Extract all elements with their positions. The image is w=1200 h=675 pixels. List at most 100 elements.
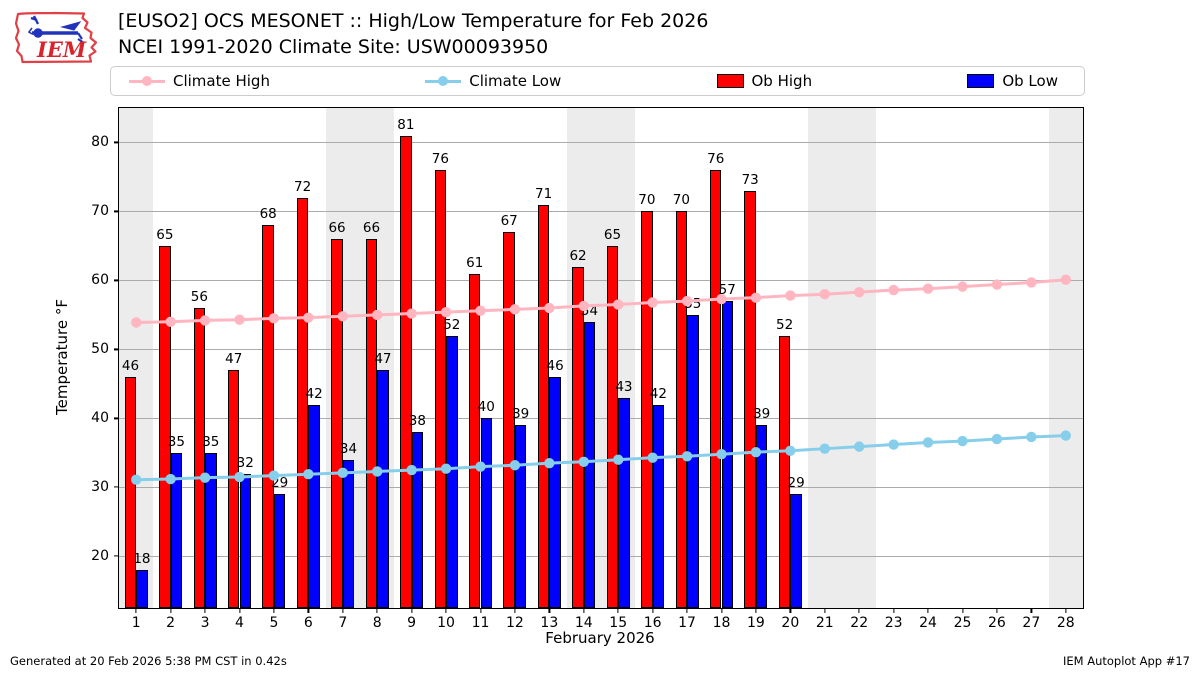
climate-low-marker — [475, 461, 486, 472]
ob-high-bar — [434, 170, 447, 608]
x-tick-label: 3 — [200, 615, 210, 631]
climate-high-marker — [681, 295, 693, 307]
gridline — [119, 556, 1083, 558]
ob-high-bar — [503, 232, 515, 608]
ob-low-bar-value-label: 38 — [408, 413, 426, 430]
ob-low-bar-value-label: 43 — [615, 378, 633, 395]
x-tick-mark — [617, 608, 619, 613]
ob-high-bar-value-label: 70 — [638, 192, 656, 209]
x-tick-mark — [1065, 608, 1067, 613]
ob-high-bar — [159, 245, 171, 608]
ob-high-bar — [778, 335, 791, 608]
x-tick-mark — [514, 608, 516, 613]
x-tick-label: 6 — [303, 615, 313, 631]
climate-lines-layer — [131, 274, 1071, 485]
y-axis-label: Temperature °F — [53, 299, 71, 415]
climate-high-marker — [337, 311, 348, 322]
ob-low-bar-value-label: 46 — [546, 357, 564, 374]
y-tick-mark — [114, 486, 119, 488]
y-tick-mark — [114, 141, 119, 144]
x-tick-label: 22 — [850, 615, 869, 631]
x-tick-mark — [376, 608, 378, 613]
legend-item-ob-high: Ob High — [716, 72, 812, 90]
climate-high-marker — [647, 297, 658, 308]
climate-low-marker — [372, 466, 383, 477]
gridline — [119, 418, 1083, 420]
x-tick-label: 26 — [988, 615, 1006, 631]
x-tick-mark — [238, 608, 241, 613]
legend-line-symbol — [425, 76, 462, 86]
x-tick-label: 11 — [471, 615, 490, 631]
climate-high-marker — [922, 283, 934, 294]
climate-low-line — [136, 434, 1066, 482]
x-tick-label: 16 — [643, 615, 662, 631]
climate-low-marker — [613, 454, 624, 465]
ob-high-bar-value-label: 65 — [603, 226, 622, 243]
legend-label: Climate Low — [469, 72, 562, 90]
ob-high-bar-value-label: 52 — [776, 316, 794, 333]
x-tick-label: 13 — [540, 615, 559, 631]
legend-label: Climate High — [173, 72, 270, 90]
ob-low-bar — [136, 570, 148, 608]
ob-high-bar — [262, 225, 274, 608]
y-tick-label: 40 — [91, 410, 109, 427]
x-tick-label: 2 — [166, 615, 176, 631]
ob-low-bar — [480, 418, 492, 608]
y-tick-label: 30 — [91, 479, 109, 496]
legend-dot — [438, 76, 449, 86]
climate-low-marker — [991, 433, 1003, 445]
legend-item-ob-low: Ob Low — [967, 72, 1058, 90]
ob-high-bar — [606, 245, 619, 608]
y-tick-mark — [114, 210, 119, 213]
logo-text: IEM — [36, 37, 87, 62]
x-tick-mark — [686, 608, 688, 613]
x-tick-label: 17 — [678, 615, 696, 631]
climate-high-marker — [578, 300, 589, 312]
climate-high-marker — [991, 279, 1003, 290]
x-tick-label: 8 — [372, 615, 382, 631]
legend-patch-symbol — [967, 74, 995, 88]
ob-low-bar-value-label: 34 — [339, 440, 358, 457]
ob-high-bar — [710, 170, 722, 608]
gridline — [119, 211, 1083, 213]
generated-timestamp: Generated at 20 Feb 2026 5:38 PM CST in … — [10, 654, 287, 668]
ob-high-bar — [469, 273, 481, 608]
weekend-band — [1048, 108, 1083, 608]
y-tick-label: 80 — [91, 134, 109, 151]
climate-low-marker — [544, 457, 555, 469]
x-tick-label: 4 — [235, 615, 244, 631]
climate-high-marker — [1026, 277, 1037, 288]
ob-low-bar — [790, 494, 802, 608]
climate-low-marker — [888, 439, 899, 450]
climate-low-marker — [234, 471, 245, 483]
x-tick-mark — [583, 608, 585, 613]
x-tick-label: 27 — [1022, 615, 1041, 631]
ob-high-bar — [193, 308, 206, 608]
ob-high-bar-value-label: 46 — [121, 357, 140, 374]
ob-low-bar — [652, 404, 665, 608]
climate-low-marker — [199, 472, 211, 483]
x-tick-label: 5 — [269, 615, 279, 631]
x-tick-label: 14 — [574, 615, 593, 631]
ob-high-bar-value-label: 76 — [431, 151, 449, 168]
x-tick-mark — [445, 608, 447, 613]
ob-low-bar — [514, 425, 527, 608]
x-tick-label: 21 — [815, 615, 834, 631]
climate-high-marker — [234, 314, 245, 325]
ob-high-bar-value-label: 67 — [500, 213, 518, 230]
ob-high-bar — [744, 190, 756, 608]
gridline — [119, 280, 1083, 282]
climate-low-marker — [785, 445, 796, 456]
climate-high-marker — [957, 281, 968, 292]
ob-low-bar-value-label: 39 — [512, 406, 530, 423]
x-tick-label: 7 — [338, 615, 348, 631]
climate-high-marker — [303, 312, 314, 323]
climate-low-marker — [716, 449, 727, 460]
climate-low-marker — [509, 460, 521, 471]
gridline — [119, 487, 1083, 489]
x-tick-label: 23 — [884, 615, 903, 631]
x-tick-mark — [307, 608, 309, 613]
ob-high-bar-value-label: 68 — [259, 206, 277, 223]
climate-low-marker — [268, 470, 280, 481]
ob-low-bar — [377, 370, 389, 608]
